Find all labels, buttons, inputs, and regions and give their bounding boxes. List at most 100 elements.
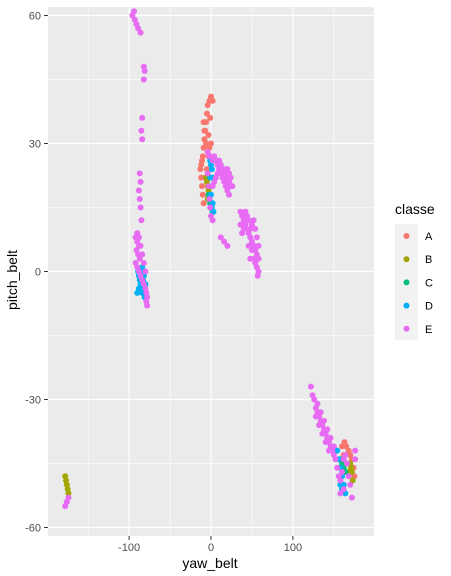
legend-label-c: C bbox=[425, 277, 433, 289]
legend-key-c bbox=[403, 279, 410, 286]
point-e bbox=[142, 268, 149, 275]
point-e bbox=[311, 396, 318, 403]
point-a bbox=[199, 191, 206, 198]
point-b bbox=[348, 464, 355, 471]
point-e bbox=[332, 456, 339, 463]
point-e bbox=[327, 434, 334, 441]
point-e bbox=[247, 255, 254, 262]
point-e bbox=[252, 225, 259, 232]
y-axis-title: pitch_belt bbox=[4, 250, 20, 310]
point-e bbox=[340, 486, 347, 493]
point-e bbox=[139, 114, 146, 121]
point-a bbox=[207, 114, 214, 121]
point-e bbox=[204, 170, 211, 177]
point-e bbox=[352, 447, 359, 454]
point-e bbox=[307, 383, 314, 390]
point-e bbox=[217, 234, 224, 241]
point-e bbox=[205, 183, 212, 190]
point-e bbox=[131, 8, 138, 15]
point-a bbox=[209, 97, 216, 104]
point-e bbox=[137, 178, 144, 185]
point-a bbox=[204, 102, 211, 109]
legend-label-b: B bbox=[425, 254, 432, 266]
point-a bbox=[200, 200, 207, 207]
point-e bbox=[337, 477, 344, 484]
point-e bbox=[229, 183, 236, 190]
point-e bbox=[248, 247, 255, 254]
point-e bbox=[140, 259, 147, 266]
point-e bbox=[139, 251, 146, 258]
point-e bbox=[314, 400, 321, 407]
legend-key-b bbox=[403, 256, 410, 263]
point-e bbox=[237, 221, 244, 228]
point-e bbox=[345, 473, 352, 480]
point-e bbox=[316, 422, 323, 429]
legend-title: classe bbox=[395, 201, 435, 217]
point-e bbox=[221, 238, 228, 245]
legend-label-e: E bbox=[425, 324, 432, 336]
point-a bbox=[198, 183, 205, 190]
point-a bbox=[205, 131, 212, 138]
y-tick-label: 30 bbox=[29, 139, 41, 151]
point-e bbox=[227, 174, 234, 181]
point-e bbox=[136, 170, 143, 177]
point-e bbox=[342, 451, 349, 458]
point-a bbox=[200, 119, 207, 126]
x-axis: -100 0 100 bbox=[118, 536, 302, 554]
point-e bbox=[334, 464, 341, 471]
legend-key-d bbox=[403, 302, 410, 309]
point-e bbox=[347, 481, 354, 488]
point-e bbox=[343, 460, 350, 467]
point-e bbox=[254, 272, 261, 279]
x-tick-label: -100 bbox=[118, 542, 140, 554]
point-e bbox=[255, 255, 262, 262]
point-e bbox=[224, 242, 231, 249]
point-e bbox=[144, 302, 151, 309]
point-e bbox=[137, 242, 144, 249]
y-tick-label: -30 bbox=[25, 394, 41, 406]
point-e bbox=[242, 208, 249, 215]
data-points bbox=[62, 8, 359, 510]
point-e bbox=[140, 76, 147, 83]
point-b bbox=[65, 490, 72, 497]
y-tick-label: 60 bbox=[29, 11, 41, 23]
point-e bbox=[62, 503, 69, 510]
x-tick-label: 100 bbox=[284, 542, 302, 554]
point-e bbox=[247, 225, 254, 232]
point-e bbox=[239, 230, 246, 237]
x-axis-title: yaw_belt bbox=[182, 555, 237, 571]
y-tick-label: 0 bbox=[35, 267, 41, 279]
point-e bbox=[317, 409, 324, 416]
point-e bbox=[319, 430, 326, 437]
point-a bbox=[203, 140, 210, 147]
point-d bbox=[334, 447, 341, 454]
legend-label-a: A bbox=[425, 231, 433, 243]
x-tick-label: 0 bbox=[208, 542, 214, 554]
point-e bbox=[226, 191, 233, 198]
point-e bbox=[324, 426, 331, 433]
point-e bbox=[207, 204, 214, 211]
point-a bbox=[197, 166, 204, 173]
point-a bbox=[203, 110, 210, 117]
y-axis: -60 -30 0 30 60 bbox=[25, 11, 48, 534]
point-e bbox=[253, 234, 260, 241]
point-e bbox=[339, 469, 346, 476]
point-a bbox=[201, 127, 208, 134]
point-e bbox=[136, 195, 143, 202]
point-e bbox=[137, 204, 144, 211]
legend-key-e bbox=[403, 325, 410, 332]
point-e bbox=[325, 447, 332, 454]
point-e bbox=[330, 443, 337, 450]
point-e bbox=[141, 67, 148, 74]
point-e bbox=[138, 127, 145, 134]
point-e bbox=[337, 490, 344, 497]
point-d bbox=[208, 166, 215, 173]
point-e bbox=[255, 242, 262, 249]
point-e bbox=[137, 29, 144, 36]
point-a bbox=[208, 140, 214, 147]
point-e bbox=[209, 217, 216, 224]
point-e bbox=[206, 195, 213, 202]
